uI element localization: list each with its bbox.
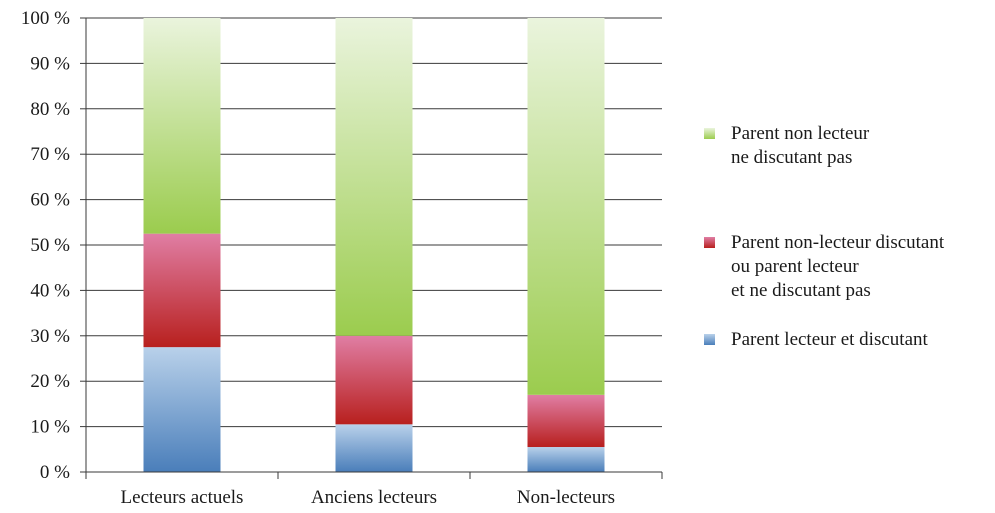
bar-segment-red-3 <box>527 394 605 448</box>
y-tick-label: 20 % <box>30 371 70 392</box>
bar-segment-blue-3 <box>527 447 605 472</box>
x-category-label: Lecteurs actuels <box>121 487 244 508</box>
legend-swatch-green <box>704 128 715 139</box>
y-tick-label: 0 % <box>40 462 70 483</box>
y-tick-label: 10 % <box>30 417 70 438</box>
y-tick-label: 40 % <box>30 280 70 301</box>
bar-segment-green-2 <box>335 18 413 336</box>
legend-label-blue: Parent lecteur et discutant <box>731 329 928 350</box>
bar-segment-red-1 <box>143 233 221 348</box>
y-tick-label: 80 % <box>30 99 70 120</box>
bar-segment-red-2 <box>335 335 413 425</box>
x-category-label: Anciens lecteurs <box>311 487 437 508</box>
y-axis-ticks: 0 % 10 % 20 % 30 % 40 % 50 % 60 % 70 % 80 % 90 % 1… <box>21 8 87 483</box>
legend-item-red: Parent non-lecteur discutant ou parent l… <box>704 231 944 303</box>
bar-segment-blue-2 <box>335 424 413 472</box>
y-tick-label: 90 % <box>30 53 70 74</box>
bar-segment-green-3 <box>527 18 605 395</box>
x-axis <box>85 471 663 479</box>
legend-item-green: Parent non lecteur ne discutant pas <box>704 122 869 170</box>
y-tick-label: 30 % <box>30 326 70 347</box>
legend-label-red: Parent non-lecteur discutant ou parent l… <box>731 232 945 301</box>
legend-item-blue: Parent lecteur et discutant <box>704 328 928 352</box>
legend-swatch-red <box>704 237 715 248</box>
y-tick-label: 60 % <box>30 190 70 211</box>
x-axis-labels: Lecteurs actuels Anciens lecteurs Non-lect… <box>121 487 616 508</box>
y-tick-label: 70 % <box>30 144 70 165</box>
y-tick-label: 50 % <box>30 235 70 256</box>
bar-segment-blue-1 <box>143 347 221 472</box>
legend-swatch-blue <box>704 334 715 345</box>
legend-label-green: Parent non lecteur ne discutant pas <box>731 123 870 168</box>
bar-segment-green-1 <box>143 18 221 234</box>
x-category-label: Non-lecteurs <box>517 487 615 508</box>
y-tick-label: 100 % <box>21 8 70 29</box>
bars <box>143 18 605 472</box>
